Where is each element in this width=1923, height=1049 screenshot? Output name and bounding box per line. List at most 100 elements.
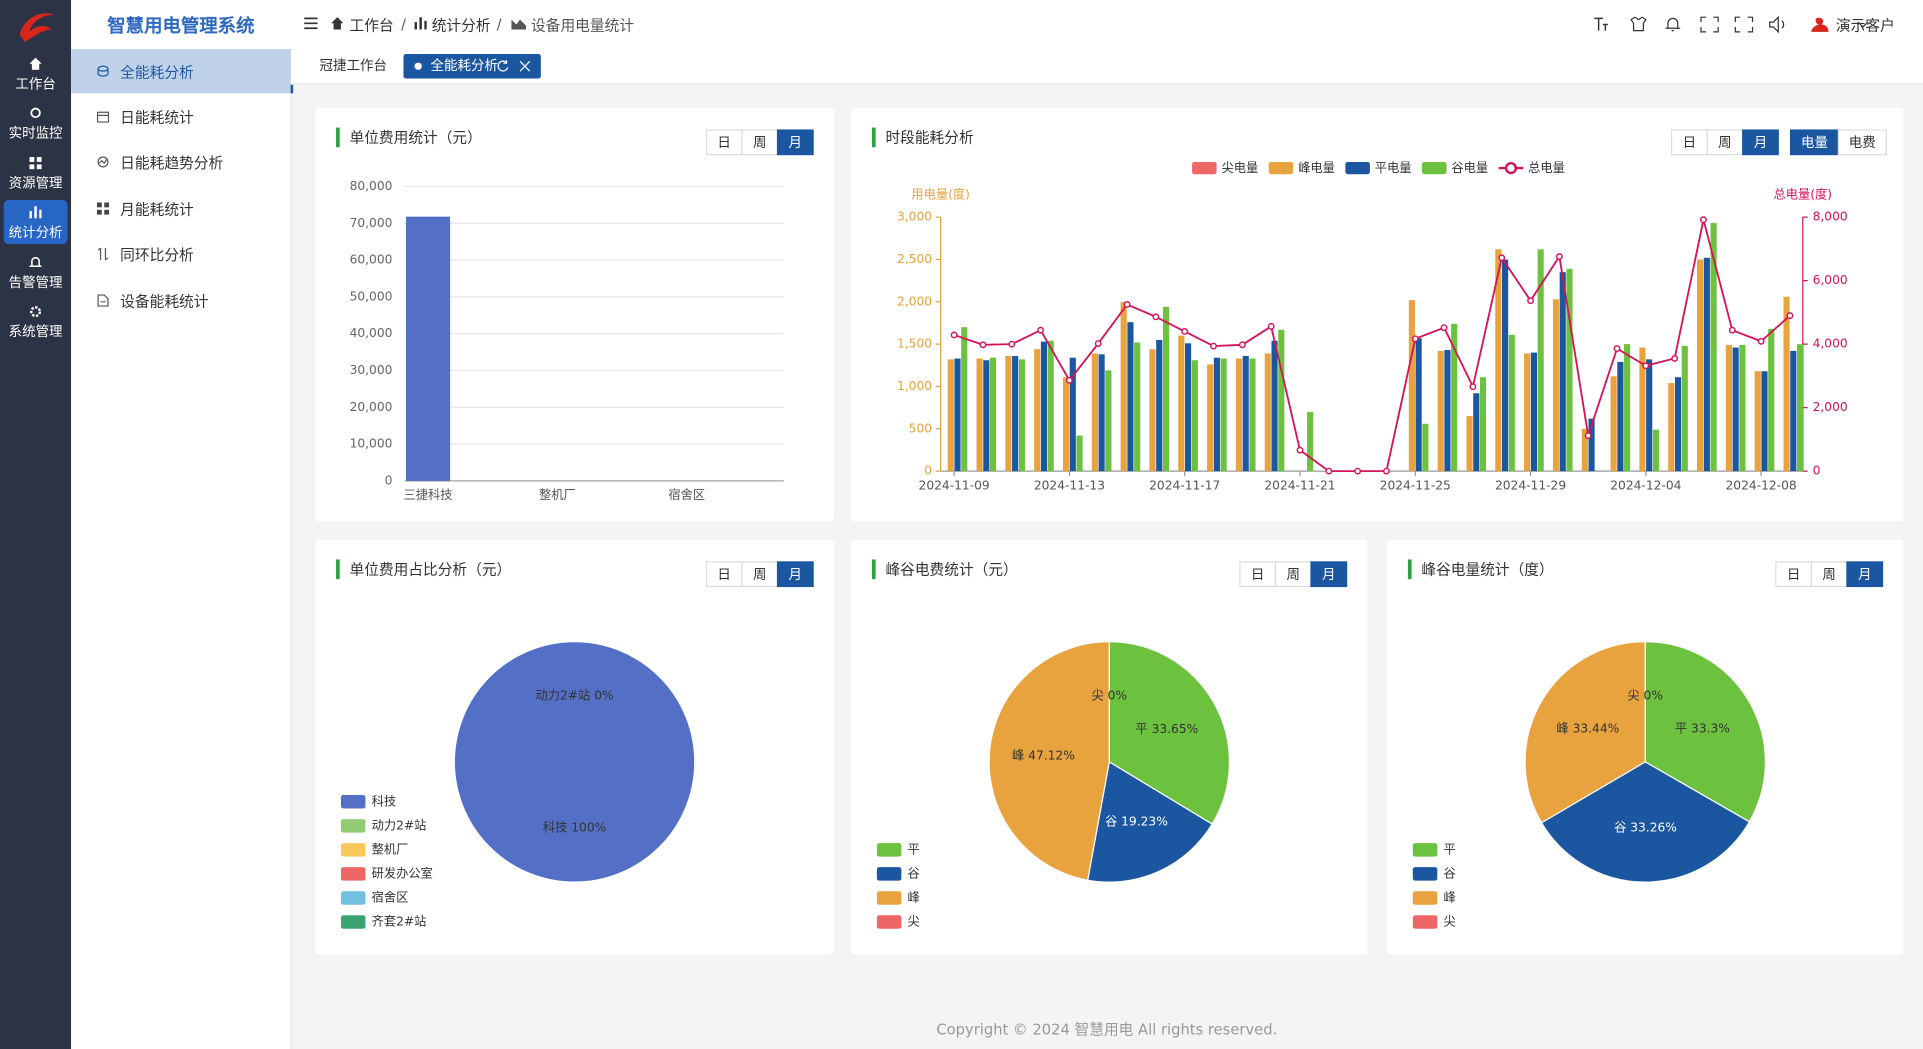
menu-item[interactable]: 设备能耗统计 — [71, 279, 291, 323]
button-label[interactable]: 周 — [1286, 567, 1299, 583]
legend-swatch — [1192, 161, 1217, 175]
button[interactable] — [1810, 561, 1848, 588]
bar — [1725, 344, 1732, 472]
legend-swatch — [876, 891, 902, 905]
button[interactable] — [741, 561, 779, 588]
button-label[interactable]: 日 — [1787, 567, 1800, 583]
legend-label: 整机厂 — [372, 841, 409, 856]
bar — [1739, 344, 1746, 472]
bar — [1408, 300, 1415, 472]
menu-item[interactable]: 月能耗统计 — [71, 186, 291, 230]
pie-slice — [1540, 761, 1751, 883]
button-label[interactable]: 月 — [789, 135, 802, 151]
button[interactable] — [1670, 129, 1708, 156]
icon — [29, 206, 42, 219]
button-label[interactable]: 周 — [1718, 135, 1731, 151]
tab-actions[interactable] — [497, 60, 534, 72]
y-tick-label: 2,000 — [897, 294, 932, 308]
button[interactable] — [776, 129, 814, 156]
point — [1728, 326, 1736, 334]
button-label[interactable]: 月 — [1754, 135, 1767, 151]
bar — [1213, 357, 1220, 472]
nav-item[interactable]: 告警管理 — [4, 250, 68, 294]
pie-label: 动力2#站 0% — [536, 688, 614, 702]
button-label[interactable]: 日 — [1683, 135, 1696, 151]
separator — [401, 18, 406, 31]
bar — [1437, 350, 1444, 472]
user-name[interactable]: 演示客户 — [1835, 17, 1895, 35]
button-label[interactable]: 月 — [1322, 567, 1335, 583]
point — [1123, 301, 1131, 308]
button-label[interactable]: 月 — [789, 567, 802, 583]
point — [1498, 254, 1506, 262]
button[interactable] — [776, 561, 814, 588]
button[interactable] — [1310, 561, 1348, 588]
tab[interactable]: 冠捷工作台 — [319, 57, 387, 74]
nav-item[interactable]: 系统管理 — [4, 299, 68, 343]
toolbar-icons[interactable] — [1593, 15, 1875, 34]
menu-toggle[interactable] — [304, 17, 318, 30]
bar — [1466, 416, 1473, 472]
button-label[interactable]: 电费 — [1849, 135, 1876, 151]
icon — [30, 306, 42, 318]
bar — [1415, 338, 1422, 472]
pie-slice — [1524, 641, 1646, 824]
point — [1440, 324, 1448, 332]
menu-item[interactable]: 日能耗趋势分析 — [71, 140, 291, 184]
menu-item[interactable]: 日能耗统计 — [71, 94, 291, 138]
bar — [1624, 344, 1631, 472]
button[interactable] — [1706, 129, 1744, 156]
y-tick-label: 0 — [385, 473, 393, 487]
button[interactable] — [1239, 561, 1277, 588]
breadcrumb[interactable]: 工作台 — [349, 17, 394, 35]
icon — [96, 202, 110, 215]
menu-item[interactable]: 同环比分析 — [71, 232, 291, 276]
point — [1555, 253, 1563, 260]
bar — [1732, 347, 1739, 472]
button-label[interactable]: 电量 — [1801, 135, 1828, 151]
bar — [1207, 364, 1214, 472]
bar — [1524, 353, 1531, 472]
bar — [1191, 360, 1198, 472]
bar — [1796, 344, 1804, 472]
button-label[interactable]: 周 — [753, 567, 766, 583]
nav-item[interactable]: 资源管理 — [4, 151, 68, 195]
button[interactable] — [741, 129, 779, 156]
pie-slice — [453, 641, 696, 883]
legend-label: 谷电量 — [1451, 161, 1488, 175]
nav-item[interactable]: 实时监控 — [4, 101, 68, 145]
y-tick-label: 10,000 — [350, 437, 393, 451]
button-label[interactable]: 周 — [753, 135, 766, 151]
pie-slice — [1108, 641, 1231, 825]
button[interactable] — [1846, 561, 1884, 588]
y-tick-label: 500 — [909, 421, 932, 435]
nav-item[interactable]: 统计分析 — [3, 199, 68, 245]
bar — [1091, 353, 1098, 472]
x-tick-label: 2024-11-21 — [1264, 478, 1335, 492]
breadcrumb[interactable]: 统计分析 — [431, 17, 491, 35]
button[interactable] — [1742, 129, 1779, 156]
button-label[interactable]: 周 — [1822, 567, 1835, 583]
button-label[interactable]: 日 — [717, 567, 730, 583]
point — [1584, 432, 1592, 440]
menu-item[interactable]: 全能耗分析 — [71, 49, 294, 94]
bar — [1271, 340, 1278, 472]
button-label[interactable]: 日 — [717, 135, 730, 151]
nav-item[interactable]: 工作台 — [4, 52, 68, 96]
nav-label: 告警管理 — [8, 274, 63, 291]
icon — [97, 156, 109, 168]
pie-label: 科技 100% — [543, 821, 606, 835]
button-label[interactable]: 日 — [1251, 567, 1264, 583]
nav-label: 系统管理 — [8, 323, 63, 340]
menu-label: 日能耗统计 — [120, 109, 194, 127]
top-bar: 工作台 统计分析 设备用电量统计 演示客户 — [290, 0, 1923, 50]
separator — [496, 18, 502, 31]
legend-label: 峰电量 — [1298, 161, 1335, 175]
tab-active[interactable]: 全能耗分析 — [403, 53, 541, 79]
button[interactable] — [1837, 129, 1887, 156]
button-label[interactable]: 月 — [1858, 567, 1871, 583]
submenu: 智慧用电管理系统 全能耗分析 日能耗统计 日能耗趋势分析 月能耗统计 同环比分析… — [71, 0, 294, 1049]
point — [1267, 322, 1275, 330]
bar — [1790, 350, 1797, 472]
bar — [1652, 429, 1660, 472]
